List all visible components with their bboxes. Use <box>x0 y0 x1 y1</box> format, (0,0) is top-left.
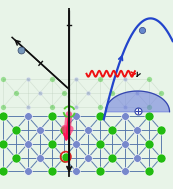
Polygon shape <box>106 91 170 112</box>
